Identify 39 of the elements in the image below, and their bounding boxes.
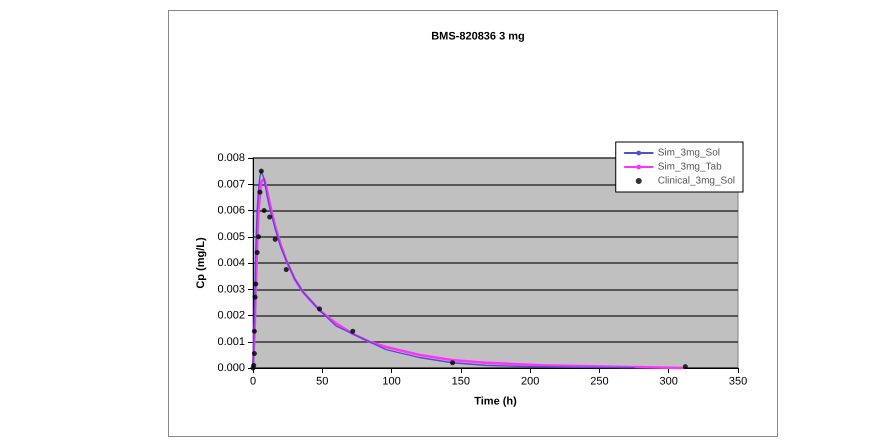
x-tick-label: 350 xyxy=(728,376,748,388)
y-tick-label: 0.004 xyxy=(217,257,245,269)
point xyxy=(267,214,272,220)
x-tick-label: 250 xyxy=(590,376,609,388)
point xyxy=(350,328,356,334)
legend-label: Clinical_3mg_Sol xyxy=(658,176,736,186)
y-tick-label: 0.006 xyxy=(217,204,245,216)
point xyxy=(256,234,262,240)
point xyxy=(284,267,289,272)
point xyxy=(258,168,264,174)
point xyxy=(252,294,258,300)
x-tick-label: 150 xyxy=(452,376,470,388)
point xyxy=(252,328,257,334)
point xyxy=(257,190,262,195)
x-tick-label: 0 xyxy=(250,376,256,388)
x-tick-label: 100 xyxy=(382,376,401,388)
y-tick-label: 0.000 xyxy=(217,362,245,374)
y-axis-title: Cp (mg/L) xyxy=(195,237,208,289)
y-tick-label: 0.007 xyxy=(217,178,245,190)
legend-label: Sim_3mg_Tab xyxy=(658,162,722,172)
x-tick-label: 300 xyxy=(660,376,678,388)
y-tick-label: 0.002 xyxy=(217,310,245,322)
y-tick-label: 0.008 xyxy=(217,152,245,164)
point xyxy=(262,208,267,213)
x-tick-label: 50 xyxy=(316,376,328,388)
point xyxy=(317,306,322,312)
y-tick-label: 0.001 xyxy=(217,336,245,348)
x-axis-title: Time (h) xyxy=(474,396,518,408)
x-tick-label: 200 xyxy=(520,376,540,388)
point xyxy=(272,236,278,242)
point xyxy=(450,360,456,366)
point xyxy=(682,364,688,370)
y-tick-label: 0.005 xyxy=(217,230,245,243)
point xyxy=(254,250,260,255)
point xyxy=(252,351,257,356)
chart-title: BMS-820836 3 mg xyxy=(431,30,525,42)
legend-label: Sim_3mg_Sol xyxy=(658,148,720,158)
y-tick-label: 0.003 xyxy=(217,283,245,296)
point xyxy=(251,362,256,368)
